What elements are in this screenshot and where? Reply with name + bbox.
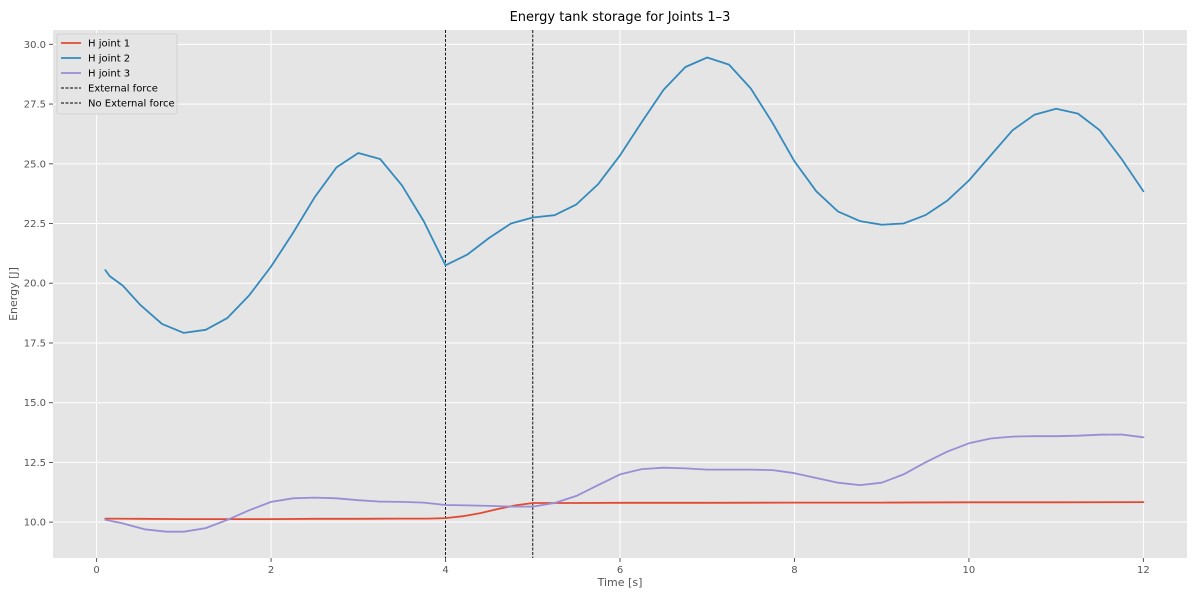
y-axis-label: Energy [J]: [7, 267, 20, 321]
x-tick-label: 10: [963, 565, 976, 576]
x-tick-label: 8: [791, 565, 797, 576]
x-tick-label: 12: [1137, 565, 1150, 576]
y-tick-label: 17.5: [24, 338, 46, 349]
x-tick-label: 2: [268, 565, 274, 576]
y-tick-label: 25.0: [24, 159, 46, 170]
y-tick-label: 15.0: [24, 398, 46, 409]
legend-label-joint-1: H joint 1: [88, 39, 130, 50]
legend-label-joint-3: H joint 3: [88, 69, 130, 80]
series-line-joint-3: [104, 433, 1145, 533]
y-tick-label: 22.5: [24, 219, 46, 230]
series-line-joint-1: [104, 501, 1145, 520]
x-tick-label: 4: [442, 565, 448, 576]
series-lines: [104, 56, 1145, 533]
y-tick-label: 20.0: [24, 279, 46, 290]
x-axis: 0 2 4 6 8 10 12: [93, 558, 1150, 576]
reference-lines: [445, 30, 534, 558]
y-tick-label: 27.5: [24, 100, 46, 111]
x-tick-label: 6: [617, 565, 623, 576]
legend: H joint 1 H joint 2 H joint 3 External forc…: [56, 33, 178, 115]
y-tick-label: 12.5: [24, 458, 46, 469]
chart-title: Energy tank storage for Joints 1–3: [510, 10, 731, 25]
y-axis: 10.0 12.5 15.0 17.5 20.0 22.5 25.0 27.5 30.0: [24, 40, 53, 529]
x-axis-label: Time [s]: [597, 576, 643, 589]
y-tick-label: 10.0: [24, 518, 46, 529]
legend-label-joint-2: H joint 2: [88, 54, 130, 65]
y-tick-label: 30.0: [24, 40, 46, 51]
series-line-joint-2: [104, 56, 1145, 334]
x-tick-label: 0: [93, 565, 99, 576]
legend-label-external-force: External force: [88, 84, 158, 95]
legend-label-no-external-force: No External force: [88, 99, 175, 110]
legend-frame: [56, 33, 178, 115]
